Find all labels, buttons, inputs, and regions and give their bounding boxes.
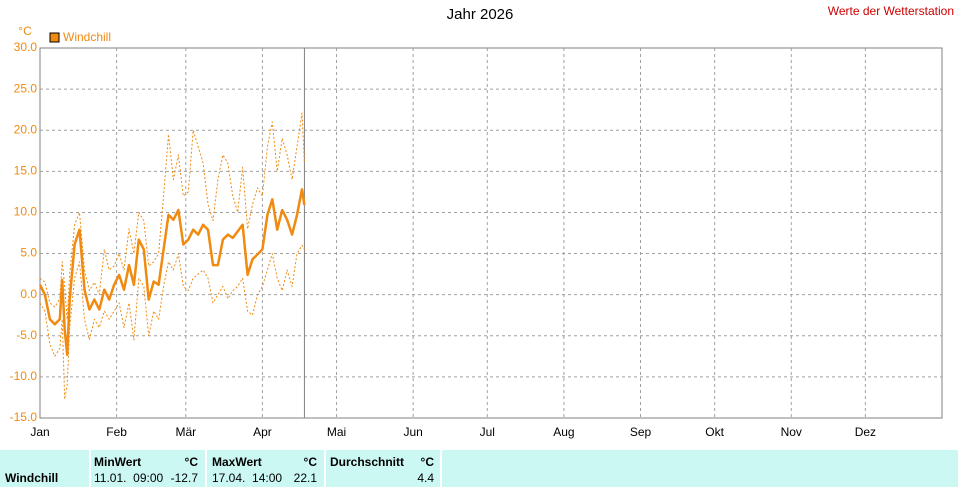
y-tick-label: -15.0 — [10, 410, 38, 424]
header: MaxWert — [212, 455, 262, 469]
source-label: Werte der Wetterstation — [828, 4, 954, 18]
y-unit: °C — [18, 24, 32, 38]
y-tick-label: 10.0 — [14, 205, 38, 219]
header: °C — [304, 455, 318, 469]
y-tick-label: 15.0 — [14, 164, 38, 178]
x-tick-label: Mär — [175, 425, 196, 439]
min-value: -12.7 — [171, 471, 199, 485]
x-tick-label: Jul — [480, 425, 495, 439]
legend-swatch — [49, 32, 60, 43]
x-tick-label: Sep — [630, 425, 652, 439]
table-bg — [0, 450, 958, 487]
x-tick-label: Jun — [403, 425, 422, 439]
row-label: Windchill — [5, 471, 58, 485]
plot-area — [39, 47, 943, 419]
min-time: 11.01. 09:00 — [94, 471, 163, 485]
max-time: 17.04. 14:00 — [212, 471, 282, 485]
x-tick-label: Aug — [553, 425, 574, 439]
header: °C — [421, 455, 435, 469]
y-tick-label: -5.0 — [16, 328, 37, 342]
x-tick-label: Dez — [855, 425, 876, 439]
y-tick-label: 0.0 — [20, 287, 37, 301]
x-tick-label: Nov — [781, 425, 802, 439]
y-tick-label: -10.0 — [10, 369, 38, 383]
header: MinWert — [94, 455, 141, 469]
y-tick-label: 30.0 — [14, 40, 38, 54]
x-tick-label: Mai — [327, 425, 346, 439]
legend-label: Windchill — [63, 30, 111, 44]
range-line — [39, 112, 305, 320]
range-line — [39, 244, 305, 400]
x-tick-label: Okt — [705, 425, 724, 439]
header: Durchschnitt — [330, 455, 404, 469]
average: 4.4 — [417, 471, 434, 485]
y-tick-label: 20.0 — [14, 122, 38, 136]
x-tick-label: Jan — [30, 425, 49, 439]
summary-table: Windchill MinWert °C MaxWert °C Durchsch… — [0, 450, 958, 487]
y-tick-label: 5.0 — [20, 246, 37, 260]
y-tick-label: 25.0 — [14, 81, 38, 95]
x-tick-label: Apr — [253, 425, 272, 439]
header: °C — [185, 455, 199, 469]
x-tick-label: Feb — [106, 425, 127, 439]
chart-title: Jahr 2026 — [447, 6, 514, 23]
max-value: 22.1 — [294, 471, 318, 485]
line-series — [38, 188, 306, 356]
